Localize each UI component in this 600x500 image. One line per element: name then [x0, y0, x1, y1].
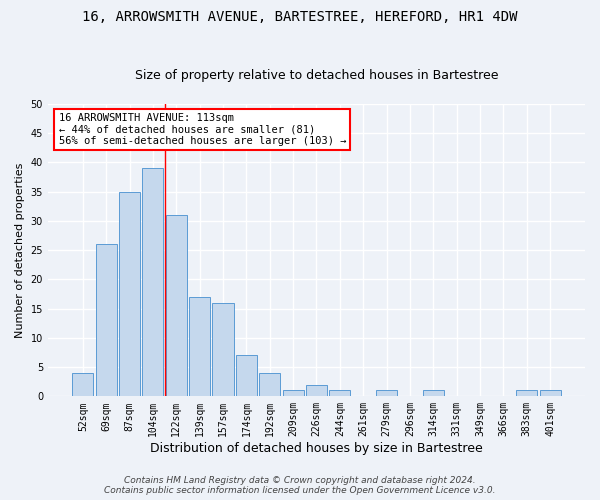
Bar [119, 192, 140, 396]
Bar [142, 168, 163, 396]
Text: Contains HM Land Registry data © Crown copyright and database right 2024.
Contai: Contains HM Land Registry data © Crown c… [104, 476, 496, 495]
X-axis label: Distribution of detached houses by size in Bartestree: Distribution of detached houses by size … [150, 442, 483, 455]
Bar [73, 373, 94, 396]
Bar [95, 244, 117, 396]
Bar [236, 356, 257, 397]
Bar [259, 373, 280, 396]
Bar [189, 297, 210, 396]
Title: Size of property relative to detached houses in Bartestree: Size of property relative to detached ho… [135, 69, 498, 82]
Bar [423, 390, 444, 396]
Text: 16, ARROWSMITH AVENUE, BARTESTREE, HEREFORD, HR1 4DW: 16, ARROWSMITH AVENUE, BARTESTREE, HEREF… [82, 10, 518, 24]
Bar [166, 215, 187, 396]
Text: 16 ARROWSMITH AVENUE: 113sqm
← 44% of detached houses are smaller (81)
56% of se: 16 ARROWSMITH AVENUE: 113sqm ← 44% of de… [59, 113, 346, 146]
Bar [212, 303, 233, 396]
Bar [306, 384, 327, 396]
Bar [376, 390, 397, 396]
Bar [329, 390, 350, 396]
Bar [283, 390, 304, 396]
Bar [539, 390, 560, 396]
Y-axis label: Number of detached properties: Number of detached properties [15, 162, 25, 338]
Bar [516, 390, 537, 396]
